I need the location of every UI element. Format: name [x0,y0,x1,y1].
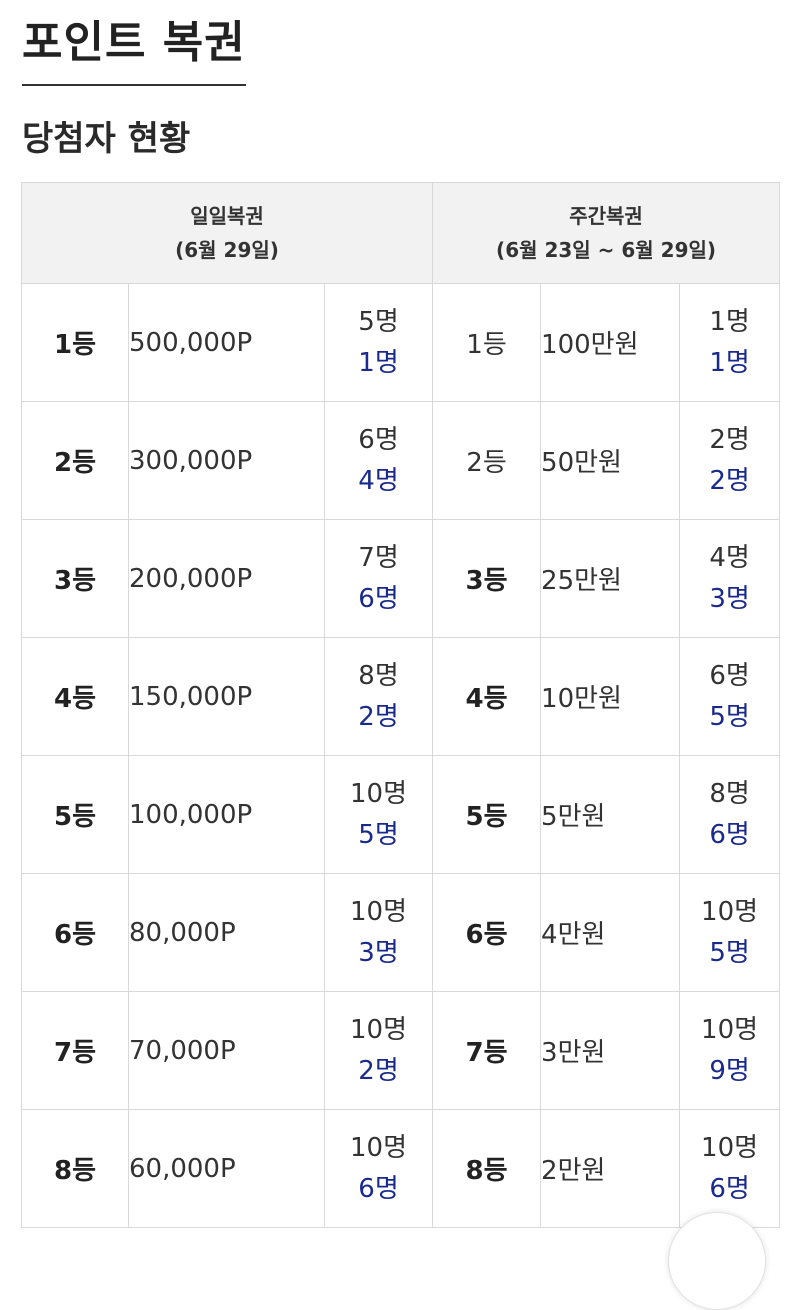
weekly-prize: 5만원 [540,755,681,874]
weekly-total-count: 2명 [709,424,750,455]
daily-rank: 4등 [21,637,129,756]
weekly-prize: 25만원 [540,519,681,638]
daily-rank: 2등 [21,401,129,520]
daily-count-cell: 10명 2명 [323,991,434,1110]
weekly-total-count: 10명 [701,896,759,927]
daily-winner-count: 1명 [358,347,399,378]
section-title: 당첨자 현황 [22,119,191,159]
weekly-prize: 3만원 [540,991,681,1110]
daily-rank: 5등 [21,755,129,874]
weekly-total-count: 8명 [709,778,750,809]
weekly-total-count: 1명 [709,306,750,337]
weekly-lottery-header: 주간복권 (6월 23일 ~ 6월 29일) [432,182,781,284]
daily-rank: 7등 [21,991,129,1110]
weekly-winner-count: 6명 [709,819,750,850]
weekly-total-count: 4명 [709,542,750,573]
weekly-count-cell: 10명 6명 [679,1109,781,1228]
daily-winner-count: 6명 [358,1173,399,1204]
weekly-count-cell: 2명 2명 [679,401,781,520]
table-row: 3등 200,000P 7명 6명 3등 25만원 4명 3명 [21,519,781,638]
daily-total-count: 10명 [350,778,408,809]
daily-lottery-period: (6월 29일) [175,238,279,262]
daily-count-cell: 5명 1명 [323,283,434,402]
daily-prize: 150,000P [128,637,325,756]
daily-count-cell: 6명 4명 [323,401,434,520]
weekly-rank: 4등 [432,637,542,756]
weekly-winner-count: 5명 [709,937,750,968]
table-row: 2등 300,000P 6명 4명 2등 50만원 2명 2명 [21,401,781,520]
daily-total-count: 8명 [358,660,399,691]
table-row: 1등 500,000P 5명 1명 1등 100만원 1명 1명 [21,283,781,402]
daily-winner-count: 5명 [358,819,399,850]
weekly-winner-count: 2명 [709,465,750,496]
weekly-prize: 4만원 [540,873,681,992]
weekly-winner-count: 5명 [709,701,750,732]
daily-rank: 1등 [21,283,129,402]
daily-total-count: 10명 [350,1132,408,1163]
weekly-rank: 1등 [432,283,542,402]
weekly-winner-count: 1명 [709,347,750,378]
weekly-rank: 6등 [432,873,542,992]
daily-winner-count: 6명 [358,583,399,614]
daily-rank: 8등 [21,1109,129,1228]
daily-prize: 80,000P [128,873,325,992]
daily-rank: 3등 [21,519,129,638]
table-row: 6등 80,000P 10명 3명 6등 4만원 10명 5명 [21,873,781,992]
daily-winner-count: 2명 [358,1055,399,1086]
weekly-winner-count: 6명 [709,1173,750,1204]
daily-prize: 300,000P [128,401,325,520]
table-row: 4등 150,000P 8명 2명 4등 10만원 6명 5명 [21,637,781,756]
daily-total-count: 10명 [350,1014,408,1045]
weekly-prize: 50만원 [540,401,681,520]
weekly-total-count: 10명 [701,1132,759,1163]
daily-count-cell: 10명 5명 [323,755,434,874]
weekly-winner-count: 9명 [709,1055,750,1086]
weekly-lottery-period: (6월 23일 ~ 6월 29일) [496,238,717,262]
daily-prize: 70,000P [128,991,325,1110]
daily-total-count: 5명 [358,306,399,337]
daily-count-cell: 7명 6명 [323,519,434,638]
daily-prize: 500,000P [128,283,325,402]
weekly-rank: 2등 [432,401,542,520]
weekly-count-cell: 6명 5명 [679,637,781,756]
daily-count-cell: 8명 2명 [323,637,434,756]
weekly-count-cell: 1명 1명 [679,283,781,402]
winners-table: 일일복권 (6월 29일) 주간복권 (6월 23일 ~ 6월 29일) 1등 5… [20,182,781,1228]
table-row: 5등 100,000P 10명 5명 5등 5만원 8명 6명 [21,755,781,874]
weekly-prize: 2만원 [540,1109,681,1228]
daily-winner-count: 2명 [358,701,399,732]
table-row: 7등 70,000P 10명 2명 7등 3만원 10명 9명 [21,991,781,1110]
daily-winner-count: 3명 [358,937,399,968]
daily-total-count: 7명 [358,542,399,573]
daily-prize: 60,000P [128,1109,325,1228]
table-header-row: 일일복권 (6월 29일) 주간복권 (6월 23일 ~ 6월 29일) [20,182,781,284]
scroll-top-button[interactable] [668,1212,766,1310]
weekly-rank: 3등 [432,519,542,638]
daily-winner-count: 4명 [358,465,399,496]
weekly-total-count: 10명 [701,1014,759,1045]
weekly-rank: 8등 [432,1109,542,1228]
table-row: 8등 60,000P 10명 6명 8등 2만원 10명 6명 [21,1109,781,1228]
weekly-count-cell: 10명 5명 [679,873,781,992]
daily-lottery-name: 일일복권 [190,204,264,228]
daily-lottery-header: 일일복권 (6월 29일) [20,182,434,284]
daily-prize: 100,000P [128,755,325,874]
daily-rank: 6등 [21,873,129,992]
page-title: 포인트 복권 [22,14,246,86]
daily-prize: 200,000P [128,519,325,638]
weekly-rank: 7등 [432,991,542,1110]
daily-total-count: 10명 [350,896,408,927]
weekly-prize: 100만원 [540,283,681,402]
weekly-total-count: 6명 [709,660,750,691]
weekly-count-cell: 8명 6명 [679,755,781,874]
weekly-lottery-name: 주간복권 [569,204,643,228]
daily-total-count: 6명 [358,424,399,455]
daily-count-cell: 10명 3명 [323,873,434,992]
daily-count-cell: 10명 6명 [323,1109,434,1228]
weekly-rank: 5등 [432,755,542,874]
weekly-winner-count: 3명 [709,583,750,614]
weekly-count-cell: 10명 9명 [679,991,781,1110]
weekly-prize: 10만원 [540,637,681,756]
weekly-count-cell: 4명 3명 [679,519,781,638]
